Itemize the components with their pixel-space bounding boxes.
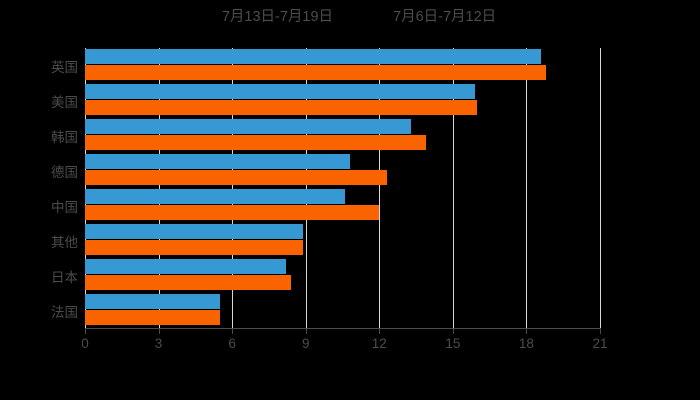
gridline-3 [158,48,160,328]
x-tick-mark-3 [158,329,160,334]
x-tick-mark-12 [379,329,381,334]
gridline-12 [379,48,381,328]
gridline-0 [85,48,86,328]
legend-label-series-2: 7月6日-7月12日 [393,8,497,25]
chart-legend: 7月13日-7月19日 7月6日-7月12日 [0,0,700,30]
x-tick-label-18: 18 [518,336,534,351]
x-tick-label-15: 15 [445,336,461,351]
x-tick-label-6: 6 [228,336,236,351]
bar-其他-series-1[interactable] [85,224,304,239]
category-label-德国: 德国 [51,164,78,180]
x-tick-mark-15 [452,329,454,334]
bar-法国-series-2[interactable] [85,310,220,325]
category-label-其他: 其他 [51,234,78,250]
legend-marker-circle-icon [204,10,215,21]
x-tick-mark-6 [232,329,234,334]
category-label-法国: 法国 [51,304,78,320]
category-label-中国: 中国 [51,199,78,215]
bar-德国-series-2[interactable] [85,170,387,185]
bar-中国-series-2[interactable] [85,205,380,220]
category-label-日本: 日本 [51,269,78,285]
x-tick-label-9: 9 [301,336,310,351]
x-tick-mark-18 [526,329,528,334]
category-axis: 英国美国韩国德国中国其他日本法国 [0,48,78,328]
legend-item-series-1[interactable]: 7月13日-7月19日 [204,5,333,26]
bar-英国-series-1[interactable] [85,49,542,64]
x-tick-label-3: 3 [154,336,163,351]
gridline-18 [526,48,528,328]
x-tick-mark-0 [85,329,86,334]
bar-德国-series-1[interactable] [85,154,350,169]
x-tick-label-12: 12 [371,336,387,351]
legend-marker-square-icon [375,10,386,21]
gridline-6 [232,48,234,328]
gridline-15 [452,48,454,328]
x-tick-label-21: 21 [592,336,608,351]
bar-韩国-series-2[interactable] [85,135,426,150]
x-tick-label-0: 0 [81,336,89,351]
x-axis-line [85,328,601,329]
bar-美国-series-1[interactable] [85,84,475,99]
bar-其他-series-2[interactable] [85,240,304,255]
bar-英国-series-2[interactable] [85,65,547,80]
gridline-21 [600,48,601,328]
bar-美国-series-2[interactable] [85,100,478,115]
gridline-9 [305,48,307,328]
category-label-韩国: 韩国 [51,129,78,145]
x-tick-mark-21 [600,329,601,334]
bar-韩国-series-1[interactable] [85,119,412,134]
bar-中国-series-1[interactable] [85,189,345,204]
bar-日本-series-2[interactable] [85,275,291,290]
plot-area [85,48,601,328]
bar-日本-series-1[interactable] [85,259,287,274]
legend-item-series-2[interactable]: 7月6日-7月12日 [375,5,496,26]
category-label-美国: 美国 [51,94,78,110]
category-label-英国: 英国 [51,59,78,75]
legend-label-series-1: 7月13日-7月19日 [221,8,334,25]
x-tick-mark-9 [305,329,307,334]
bar-法国-series-1[interactable] [85,294,220,309]
